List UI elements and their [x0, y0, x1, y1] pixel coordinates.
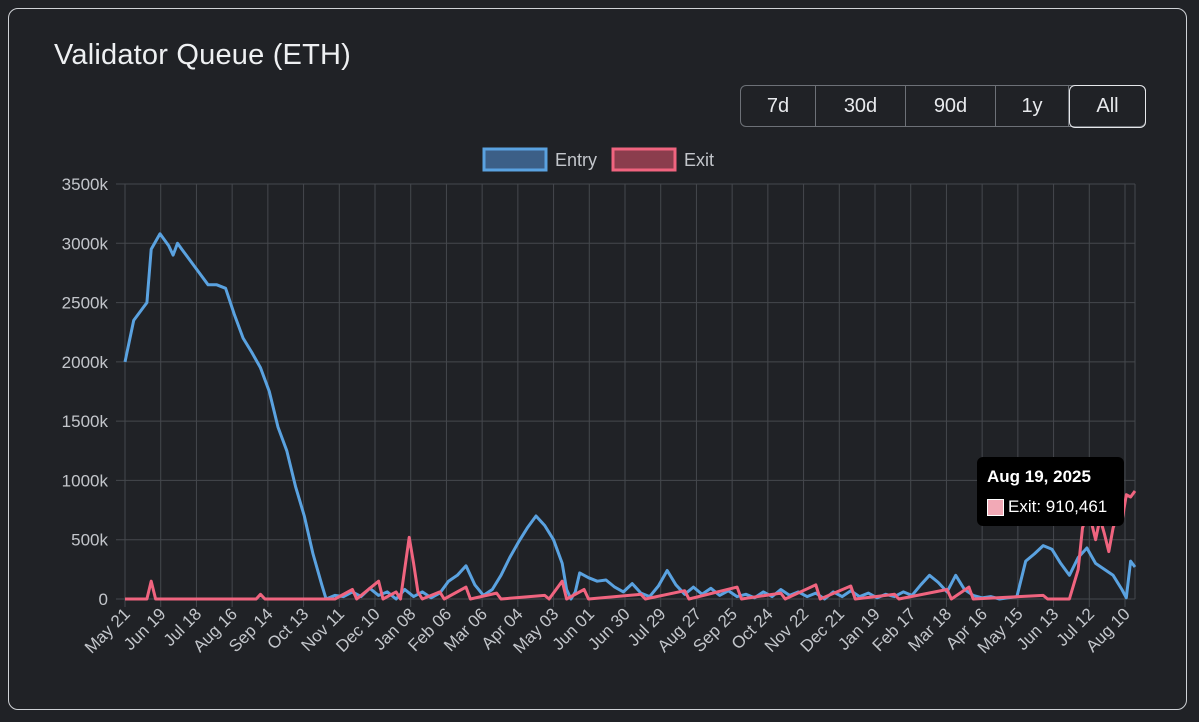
y-tick-label: 3500k — [62, 175, 109, 194]
y-tick-label: 0 — [99, 590, 108, 609]
range-button-90d[interactable]: 90d — [906, 86, 996, 126]
grid — [116, 183, 1136, 607]
page-title: Validator Queue (ETH) — [54, 39, 352, 71]
y-tick-label: 500k — [71, 531, 108, 550]
tooltip-row: Exit: 910,461 — [987, 497, 1114, 517]
time-range-selector: 7d 30d 90d 1y All — [740, 84, 1146, 128]
range-button-7d[interactable]: 7d — [741, 86, 816, 126]
legend-swatch-entry[interactable] — [482, 147, 548, 172]
y-tick-label: 2000k — [62, 353, 109, 372]
tooltip-value: Exit: 910,461 — [1008, 497, 1108, 516]
legend-swatch-exit[interactable] — [611, 147, 677, 172]
y-tick-label: 1500k — [62, 412, 109, 431]
legend[interactable]: Entry Exit — [482, 147, 714, 172]
range-button-all[interactable]: All — [1069, 84, 1146, 128]
series — [123, 232, 1137, 601]
y-tick-label: 1000k — [62, 471, 109, 490]
range-button-30d[interactable]: 30d — [816, 86, 906, 126]
x-tick-label: May 21 — [81, 604, 134, 657]
legend-label-exit[interactable]: Exit — [684, 150, 714, 170]
y-tick-label: 3000k — [62, 234, 109, 253]
series-line-entry — [123, 232, 1137, 601]
range-button-1y[interactable]: 1y — [996, 86, 1069, 126]
y-tick-label: 2500k — [62, 294, 109, 313]
tooltip-date: Aug 19, 2025 — [987, 467, 1091, 486]
chart-card: Validator Queue (ETH) 7d 30d 90d 1y All — [8, 8, 1187, 710]
tooltip-swatch-exit — [987, 498, 1004, 516]
data-tooltip: Aug 19, 2025 Exit: 910,461 — [977, 457, 1124, 526]
legend-label-entry[interactable]: Entry — [555, 150, 597, 170]
y-axis-ticks: 0 500k 1000k 1500k 2000k 2500k 3000k 3500k — [62, 175, 109, 609]
